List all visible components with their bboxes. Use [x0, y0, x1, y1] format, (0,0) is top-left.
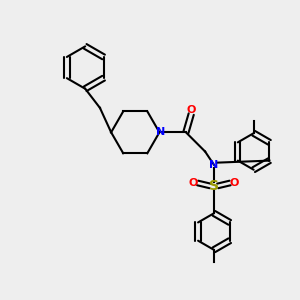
Text: N: N [156, 127, 165, 137]
Text: N: N [209, 160, 218, 170]
Text: O: O [230, 178, 239, 188]
Text: O: O [187, 105, 196, 115]
Text: O: O [189, 178, 198, 188]
Text: S: S [209, 179, 219, 193]
